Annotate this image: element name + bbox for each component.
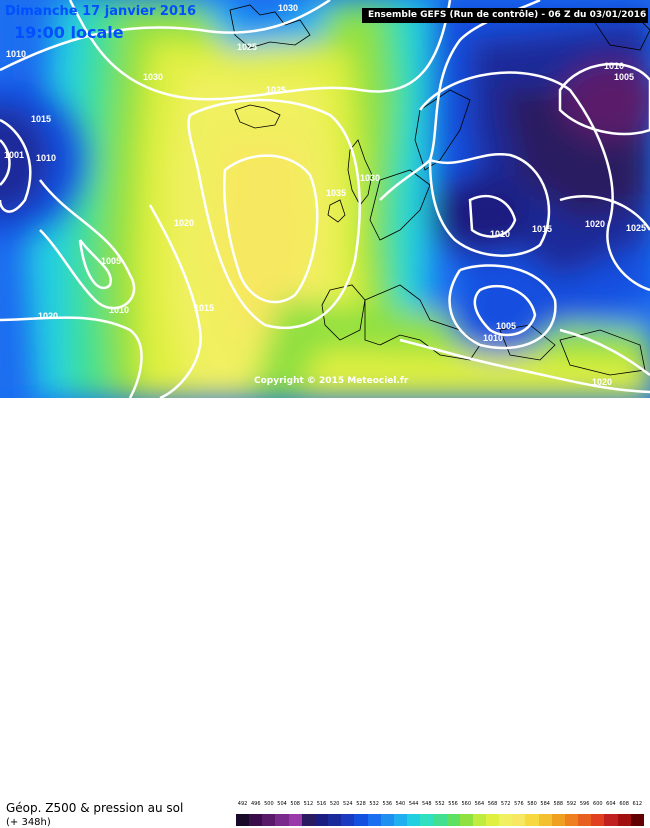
- color-scale-swatch: [354, 814, 368, 826]
- isobar-label: 1010: [36, 153, 56, 163]
- lead-time: (+ 348h): [6, 817, 51, 828]
- color-scale-label: 548: [421, 801, 432, 807]
- isobar-label: 1005: [614, 72, 634, 82]
- color-scale-label: 504: [277, 801, 287, 807]
- color-scale-swatch: [578, 814, 592, 826]
- color-scale-swatch: [420, 814, 434, 826]
- geopotential-field: 1030 1010 1030 1025 1015 1025 1001 1010 …: [0, 0, 650, 398]
- color-scale-label: 612: [632, 801, 643, 807]
- isobar-label: 1025: [266, 85, 286, 95]
- color-scale-label: 496: [250, 801, 261, 807]
- color-scale-swatch: [367, 814, 381, 826]
- isobar-label: 1020: [174, 218, 194, 228]
- color-scale-swatch: [262, 814, 276, 826]
- color-scale-swatch: [459, 814, 473, 826]
- color-scale-swatch: [525, 814, 539, 826]
- forecast-date: Dimanche 17 janvier 2016: [5, 4, 197, 19]
- isobar-label: 1020: [38, 311, 58, 321]
- color-scale-swatch: [328, 814, 342, 826]
- color-scale-label: 560: [461, 801, 471, 807]
- isobar-label: 1030: [360, 173, 380, 183]
- color-scale-label: 540: [395, 801, 406, 807]
- color-scale-swatch: [301, 814, 315, 826]
- isobar-label: 1010: [109, 305, 129, 315]
- color-scale-label: 528: [356, 801, 366, 807]
- color-scale-swatch: [551, 814, 565, 826]
- color-scale-bar: [236, 814, 644, 826]
- color-scale-label: 512: [303, 801, 314, 807]
- isobar-label: 1010: [490, 229, 510, 239]
- color-scale-label: 520: [329, 801, 340, 807]
- color-scale-label: 536: [382, 801, 393, 807]
- color-scale-swatch: [433, 814, 447, 826]
- color-scale-label: 508: [290, 801, 300, 807]
- isobar-label: 1030: [278, 3, 298, 13]
- isobar-label: 1035: [326, 188, 346, 198]
- isobar-label: 1005: [101, 256, 121, 266]
- color-scale-label: 604: [606, 801, 616, 807]
- isobar-label: 1030: [143, 72, 163, 82]
- isobar-label: 1001: [4, 150, 24, 160]
- color-scale-label: 564: [474, 801, 485, 807]
- isobar-label: 1010: [604, 61, 624, 71]
- weather-map: 1030 1010 1030 1025 1015 1025 1001 1010 …: [0, 0, 650, 398]
- color-scale-swatch: [275, 814, 289, 826]
- color-scale-swatch: [512, 814, 526, 826]
- color-scale-label: 500: [264, 801, 274, 807]
- color-scale-label: 552: [435, 801, 445, 807]
- isobar-label: 1025: [626, 223, 646, 233]
- color-scale-swatch: [393, 814, 408, 826]
- color-scale-swatch: [630, 814, 644, 826]
- isobar-label: 1025: [237, 42, 257, 52]
- color-scale-swatch: [591, 814, 605, 826]
- color-scale-label: 544: [408, 801, 419, 807]
- isobar-label: 1015: [31, 114, 51, 124]
- color-scale-label: 588: [553, 801, 564, 807]
- product-title: Géop. Z500 & pression au sol: [6, 801, 184, 815]
- color-scale-swatch: [564, 814, 579, 826]
- isobars: [0, 0, 650, 398]
- color-scale-label: 532: [369, 801, 379, 807]
- isobar-label: 1005: [496, 321, 516, 331]
- color-scale-labels: 492 496 500 504 508 512 516 520 524 528 532 536 540 5…: [236, 801, 644, 811]
- isobar-label: 1015: [194, 303, 214, 313]
- color-scale-swatch: [380, 814, 394, 826]
- color-scale-swatch: [617, 814, 631, 826]
- color-scale-swatch: [499, 814, 513, 826]
- color-scale-swatch: [538, 814, 552, 826]
- color-scale-label: 556: [448, 801, 458, 807]
- color-scale-swatch: [249, 814, 263, 826]
- color-scale-label: 600: [593, 801, 603, 807]
- forecast-local-time: 19:00 locale: [14, 23, 124, 42]
- color-scale-swatch: [446, 814, 460, 826]
- isobar-label: 1010: [6, 49, 26, 59]
- color-scale-label: 608: [619, 801, 629, 807]
- color-scale-swatch: [485, 814, 500, 826]
- run-info: Ensemble GEFS (Run de contrôle) - 06 Z d…: [362, 8, 648, 23]
- color-scale-swatch: [472, 814, 486, 826]
- color-scale-label: 592: [566, 801, 577, 807]
- copyright: Copyright © 2015 Meteociel.fr: [254, 376, 409, 386]
- color-scale-swatch: [604, 814, 618, 826]
- color-scale-swatch: [236, 814, 250, 826]
- color-scale-swatch: [341, 814, 355, 826]
- isobar-label: 1020: [585, 219, 605, 229]
- footer: Géop. Z500 & pression au sol (+ 348h) 49…: [0, 398, 650, 828]
- isobar-label: 1015: [532, 224, 552, 234]
- color-scale-label: 596: [579, 801, 590, 807]
- color-scale-label: 576: [514, 801, 524, 807]
- color-scale-swatch: [407, 814, 421, 826]
- color-scale-label: 572: [500, 801, 511, 807]
- isobar-label: 1010: [483, 333, 503, 343]
- color-scale-label: 580: [527, 801, 537, 807]
- color-scale-swatch: [288, 814, 302, 826]
- isobar-label: 1020: [592, 377, 612, 387]
- color-scale-label: 492: [237, 801, 248, 807]
- color-scale-swatch: [314, 814, 329, 826]
- color-scale-label: 568: [487, 801, 498, 807]
- color-scale-label: 524: [343, 801, 353, 807]
- color-scale-label: 516: [316, 801, 327, 807]
- coastlines: [229, 4, 650, 376]
- color-scale-label: 584: [540, 801, 550, 807]
